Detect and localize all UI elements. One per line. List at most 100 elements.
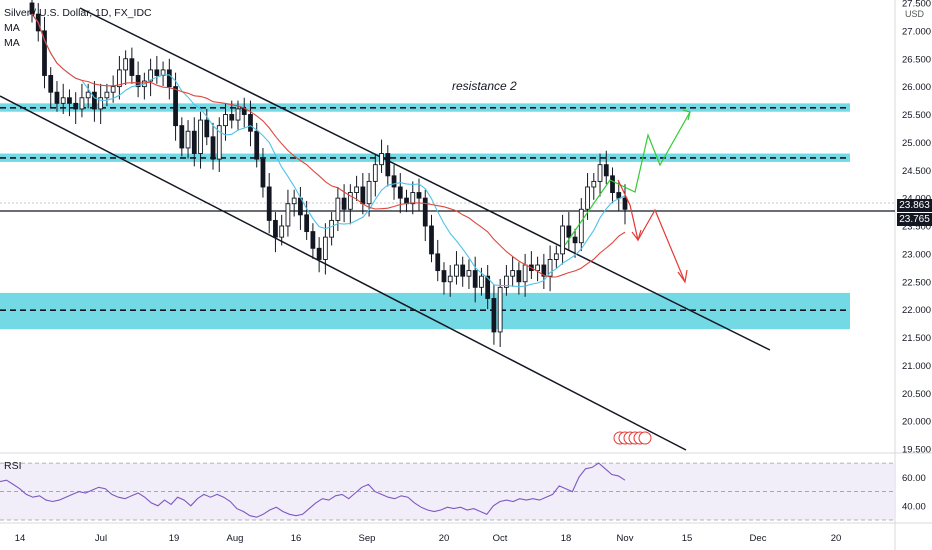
y-tick-label: 25.500 [902, 110, 931, 121]
candle [610, 175, 615, 193]
candle [135, 75, 141, 88]
ma-slow-line [31, 13, 626, 278]
candle [273, 219, 278, 238]
ma1-label[interactable]: MA [4, 22, 20, 34]
price-tag-lower: 23.765 [897, 213, 932, 226]
x-tick-label: Nov [617, 533, 634, 544]
candle [603, 164, 609, 177]
candle [241, 108, 247, 115]
bullish-projection-arrow [564, 111, 691, 246]
y-tick-label: 25.000 [902, 138, 931, 149]
x-tick-label: 20 [831, 533, 842, 544]
candle [48, 75, 54, 93]
candle [166, 69, 172, 88]
candle [585, 186, 590, 210]
candle [223, 114, 228, 127]
candle [148, 69, 153, 82]
candle [291, 197, 297, 205]
candle [185, 130, 191, 149]
candle [85, 91, 91, 99]
candle [616, 192, 622, 199]
rsi-line [0, 462, 626, 518]
y-tick-label: 27.500 [902, 0, 931, 10]
candle [54, 91, 60, 104]
candle [235, 108, 241, 121]
resistance-zone [0, 292, 850, 330]
candle [391, 175, 397, 188]
candle [466, 270, 472, 277]
y-tick-label: 21.500 [902, 333, 931, 344]
candle [98, 97, 104, 110]
x-tick-label: 20 [439, 533, 450, 544]
candle [479, 275, 484, 288]
event-flag-icon [638, 431, 652, 445]
x-tick-label: 19 [169, 533, 180, 544]
candle [204, 119, 210, 138]
candle [591, 180, 597, 188]
candle [60, 97, 66, 104]
candle [485, 275, 491, 299]
candle [535, 264, 540, 272]
x-tick-label: Oct [493, 533, 508, 544]
candle [385, 153, 391, 177]
channel-lower-line [0, 95, 687, 451]
x-tick-label: Sep [359, 533, 376, 544]
candle [191, 130, 197, 154]
candle [254, 130, 260, 160]
candle [522, 264, 528, 283]
candle [422, 197, 428, 227]
candle [622, 197, 628, 210]
ma2-label[interactable]: MA [4, 37, 20, 49]
candle [447, 275, 453, 283]
candle [497, 286, 503, 333]
candle [366, 180, 372, 205]
candle [179, 125, 185, 149]
candle [67, 97, 72, 104]
candle [173, 86, 178, 127]
candle [248, 114, 253, 132]
candle [429, 225, 434, 255]
y-tick-label: 26.500 [902, 54, 931, 65]
ma-fast-line [31, 13, 626, 288]
x-tick-label: 15 [682, 533, 693, 544]
candle [260, 158, 266, 188]
x-tick-label: Jul [95, 533, 107, 544]
candle [354, 186, 359, 194]
candle [416, 192, 422, 199]
resistance-annotation: resistance 2 [452, 79, 517, 93]
candle [435, 253, 441, 272]
candle [329, 219, 335, 238]
candle [341, 197, 347, 210]
candle [42, 30, 47, 76]
candle [460, 264, 466, 277]
x-tick-label: 14 [15, 533, 26, 544]
candle [560, 225, 565, 255]
candle [360, 186, 366, 205]
candle [347, 192, 353, 210]
candle [322, 236, 328, 260]
candle [229, 114, 235, 121]
candle [104, 91, 110, 99]
symbol-label[interactable]: Silver / U.S. Dollar, 1D, FX_IDC [4, 7, 152, 19]
candle [541, 264, 547, 277]
candle [310, 231, 316, 249]
candle [216, 125, 222, 160]
candle [117, 69, 122, 88]
channel-upper-line [79, 7, 771, 351]
rsi-tick-label: 40.00 [902, 501, 926, 512]
rsi-label[interactable]: RSI [4, 460, 22, 472]
candle [198, 119, 203, 154]
candle [279, 225, 285, 238]
y-tick-label: 19.500 [902, 445, 931, 456]
y-tick-label: 21.000 [902, 361, 931, 372]
x-tick-label: Dec [750, 533, 767, 544]
candle [510, 270, 516, 277]
candle [379, 153, 384, 166]
candle [597, 164, 603, 182]
candle [410, 192, 416, 205]
x-tick-label: 16 [291, 533, 302, 544]
y-tick-label: 24.500 [902, 166, 931, 177]
candle [454, 264, 459, 277]
